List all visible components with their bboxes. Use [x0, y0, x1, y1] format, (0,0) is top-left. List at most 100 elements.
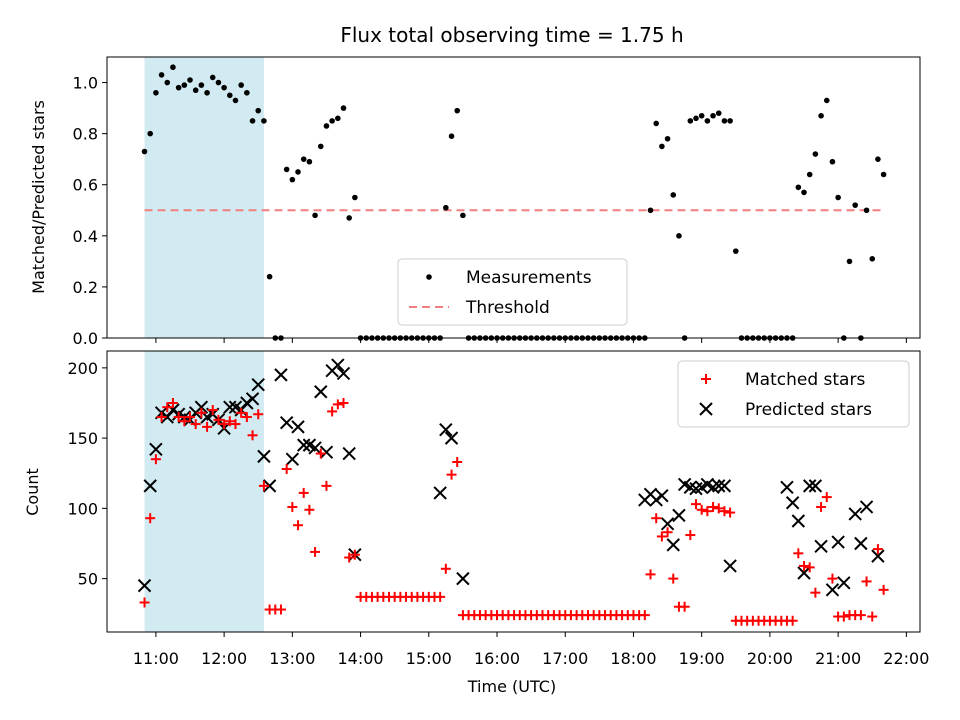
- matched-star-point: [713, 503, 724, 514]
- matched-star-point: [816, 501, 827, 512]
- predicted-star-point: [797, 566, 811, 580]
- x-tick-label: 13:00: [269, 649, 315, 668]
- ratio-panel: 0.0 0.2 0.4 0.6 0.8 1.0 Matched/Predicted sta…: [29, 56, 921, 348]
- matched-star-point: [139, 597, 150, 608]
- matched-star-point: [321, 480, 332, 491]
- measurement-point: [732, 248, 739, 254]
- matched-star-point: [156, 412, 167, 423]
- matched-star-point: [639, 610, 650, 621]
- measurement-point: [863, 207, 870, 214]
- predicted-star-point: [143, 479, 157, 493]
- ratio-y-tick-label: 0.6: [73, 176, 98, 195]
- measurement-point: [323, 123, 330, 129]
- measurement-point: [795, 184, 802, 191]
- x-tick-label: 11:00: [133, 649, 179, 668]
- predicted-star-point: [342, 446, 356, 461]
- matched-star-point: [298, 487, 309, 498]
- measurement-point: [175, 84, 182, 91]
- measurement-point: [158, 72, 165, 78]
- matched-star-point: [708, 501, 719, 512]
- matched-star-point: [150, 454, 161, 465]
- predicted-star-point: [837, 576, 851, 590]
- matched-star-point: [656, 531, 667, 542]
- matched-star-point: [440, 563, 451, 574]
- x-axis-label: Time (UTC): [467, 677, 556, 696]
- measurement-point: [670, 192, 677, 198]
- matched-star-point: [719, 506, 730, 517]
- matched-star-point: [645, 569, 656, 580]
- predicted-star-point: [785, 496, 800, 510]
- x-tick-label: 14:00: [338, 649, 384, 668]
- matched-star-point: [872, 544, 883, 555]
- measurement-point: [340, 105, 347, 111]
- count-plot-frame: [106, 350, 921, 633]
- predicted-star-point: [331, 358, 345, 372]
- measurement-point: [238, 82, 244, 88]
- observing-window-bottom: [144, 351, 264, 632]
- measurement-point: [209, 74, 216, 81]
- measurement-point: [261, 118, 267, 124]
- measurement-point: [227, 92, 233, 99]
- predicted-star-point: [859, 500, 874, 514]
- measurement-point: [312, 212, 318, 219]
- measurement-point: [698, 112, 705, 119]
- measurement-point: [721, 118, 728, 124]
- matched-star-point: [253, 409, 264, 420]
- measurement-point: [147, 130, 154, 137]
- x-tick-label: 12:00: [201, 649, 247, 668]
- matched-star-point: [685, 530, 696, 541]
- measurement-point: [664, 135, 671, 142]
- measurement-point: [818, 112, 824, 119]
- measurement-point: [153, 89, 159, 96]
- measurement-point: [852, 202, 858, 208]
- ratio-y-tick-label: 0.0: [73, 329, 98, 348]
- predicted-star-point: [712, 479, 726, 493]
- measurement-point: [454, 107, 461, 114]
- predicted-star-point: [285, 452, 300, 466]
- matched-star-point: [190, 419, 201, 430]
- matched-star-point: [185, 412, 196, 423]
- predicted-star-point: [262, 479, 277, 493]
- legend-predicted-marker: [699, 402, 713, 416]
- legend-matched-marker: [701, 374, 711, 384]
- measurement-point: [710, 112, 716, 119]
- matched-star-point: [241, 412, 252, 423]
- measurement-point: [835, 194, 841, 201]
- count-y-tick-label: 150: [67, 429, 98, 448]
- x-tick-label: 18:00: [610, 649, 656, 668]
- measurement-point: [875, 156, 881, 162]
- predicted-star-point: [240, 396, 254, 410]
- count-y-tick-label: 100: [67, 499, 98, 518]
- predicted-star-point: [279, 415, 294, 430]
- matched-star-point: [690, 499, 701, 510]
- x-tick-label: 16:00: [474, 649, 520, 668]
- predicted-star-point: [660, 517, 675, 531]
- predicted-star-point: [456, 571, 470, 586]
- measurement-point: [164, 79, 171, 86]
- matched-star-point: [855, 610, 866, 621]
- ratio-legend-box: [397, 258, 628, 326]
- predicted-star-point: [672, 508, 686, 523]
- measurement-point: [676, 233, 682, 239]
- matched-star-point: [247, 430, 258, 441]
- predicted-star-point: [257, 449, 271, 464]
- predicted-star-point: [245, 392, 260, 406]
- x-tick-label: 17:00: [542, 649, 588, 668]
- matched-star-point: [327, 406, 338, 417]
- predicted-star-point: [223, 400, 237, 414]
- count-y-tick-label: 200: [67, 359, 98, 378]
- count-y-tick-label: 50: [78, 570, 98, 589]
- legend-measurement-marker: [426, 274, 432, 280]
- predicted-star-point: [444, 431, 459, 445]
- x-tick-label: 15:00: [406, 649, 452, 668]
- predicted-star-point: [137, 578, 152, 593]
- predicted-star-point: [149, 442, 163, 457]
- matched-star-point: [668, 573, 679, 584]
- matched-star-point: [304, 504, 315, 515]
- measurement-point: [204, 89, 210, 96]
- matched-star-point: [219, 419, 230, 430]
- measurement-point: [727, 118, 733, 124]
- matched-star-point: [230, 419, 241, 430]
- matched-star-point: [793, 548, 804, 559]
